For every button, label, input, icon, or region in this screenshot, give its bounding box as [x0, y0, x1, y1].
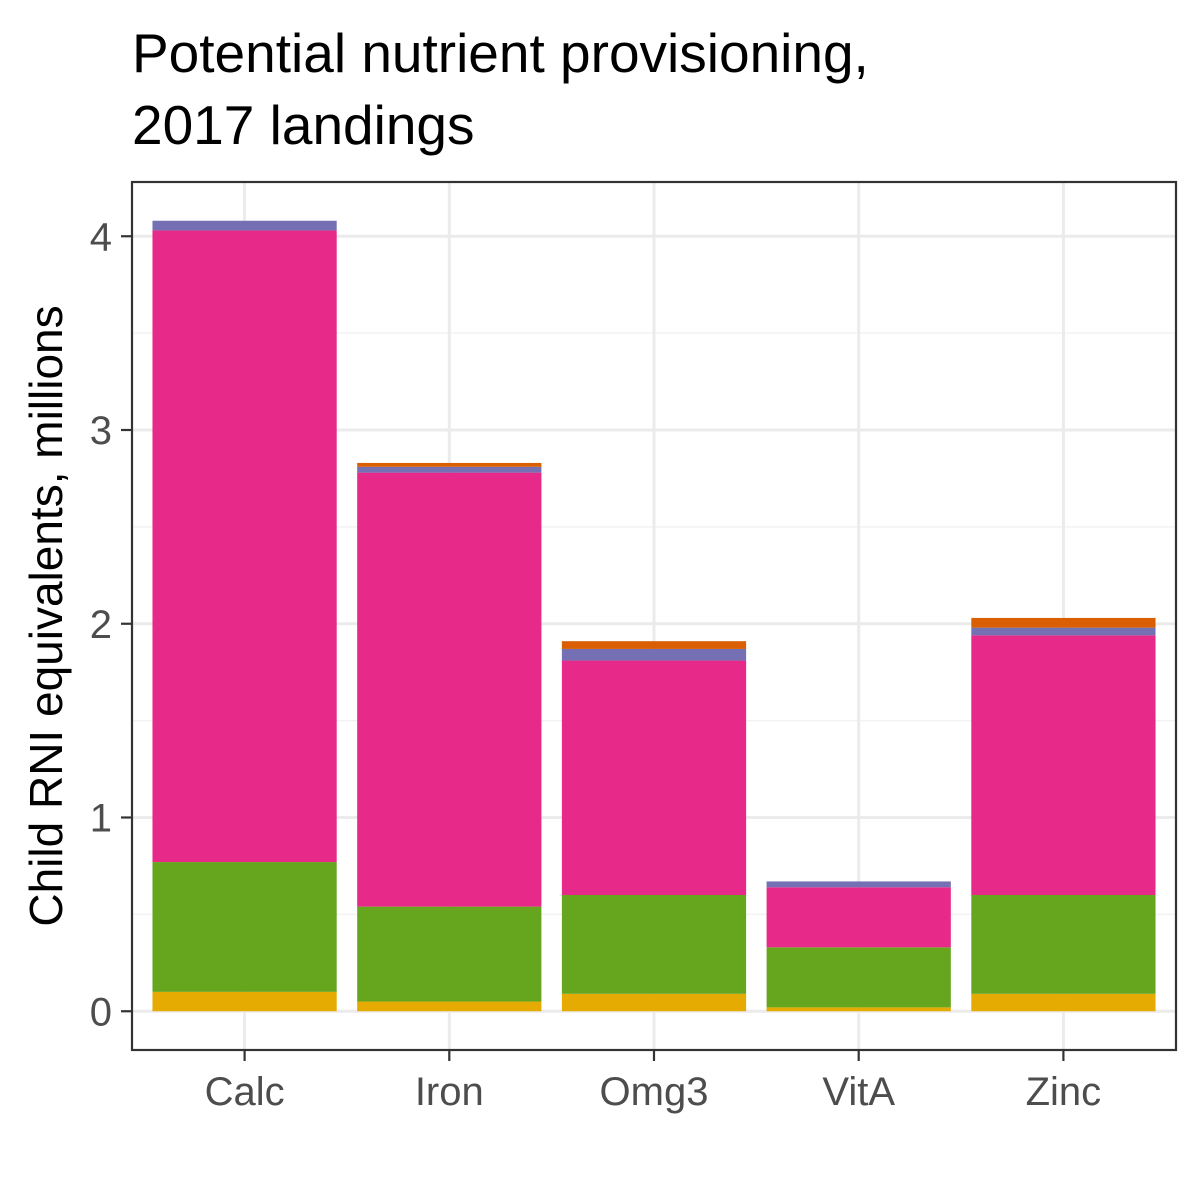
x-tick-label-vita: VitA [822, 1070, 895, 1114]
bar-segment-iron-4 [357, 462, 542, 467]
bar-segment-omg3-2 [561, 660, 747, 895]
y-tick-label: 1 [90, 797, 112, 841]
bar-segment-omg3-0 [561, 993, 747, 1012]
bar-segment-iron-0 [357, 1001, 542, 1012]
x-tick-label-calc: Calc [205, 1070, 285, 1114]
x-axis: Calc Iron Omg3 VitA Zinc [205, 1050, 1102, 1114]
bar-segment-calc-1 [152, 862, 337, 992]
bar-segment-zinc-2 [971, 635, 1156, 895]
bar-segment-calc-2 [152, 230, 337, 863]
bar-segment-zinc-0 [971, 993, 1156, 1012]
y-tick-label: 2 [90, 603, 112, 647]
y-tick-label: 3 [90, 409, 112, 453]
bar-segment-calc-0 [152, 991, 337, 1012]
bar-segment-calc-3 [152, 220, 337, 231]
bar-segment-vita-2 [766, 887, 951, 948]
bar-segment-zinc-1 [971, 895, 1156, 994]
bar-segment-vita-0 [766, 1007, 951, 1012]
chart-title-line-2: 2017 landings [132, 94, 475, 156]
y-tick-label: 0 [90, 990, 112, 1034]
bar-segment-omg3-1 [561, 895, 747, 994]
bar-segment-iron-3 [357, 466, 542, 473]
x-tick-label-iron: Iron [415, 1070, 484, 1114]
bar-segment-vita-3 [766, 881, 951, 888]
x-tick-label-zinc: Zinc [1026, 1070, 1102, 1114]
chart-title-line-1: Potential nutrient provisioning, [132, 22, 869, 84]
bar-segment-zinc-3 [971, 627, 1156, 636]
y-tick-label: 4 [90, 215, 112, 259]
bar-segment-omg3-4 [561, 641, 747, 649]
bar-segment-vita-1 [766, 947, 951, 1008]
bars-group [152, 220, 1156, 1012]
y-axis-label: Child RNI equivalents, millions [20, 305, 72, 926]
bar-segment-omg3-3 [561, 648, 747, 661]
bar-segment-iron-1 [357, 906, 542, 1002]
bar-segment-iron-2 [357, 472, 542, 907]
bar-segment-zinc-4 [971, 617, 1156, 628]
x-tick-label-omg3: Omg3 [600, 1070, 709, 1114]
y-axis: 0 1 2 3 4 [90, 215, 132, 1034]
